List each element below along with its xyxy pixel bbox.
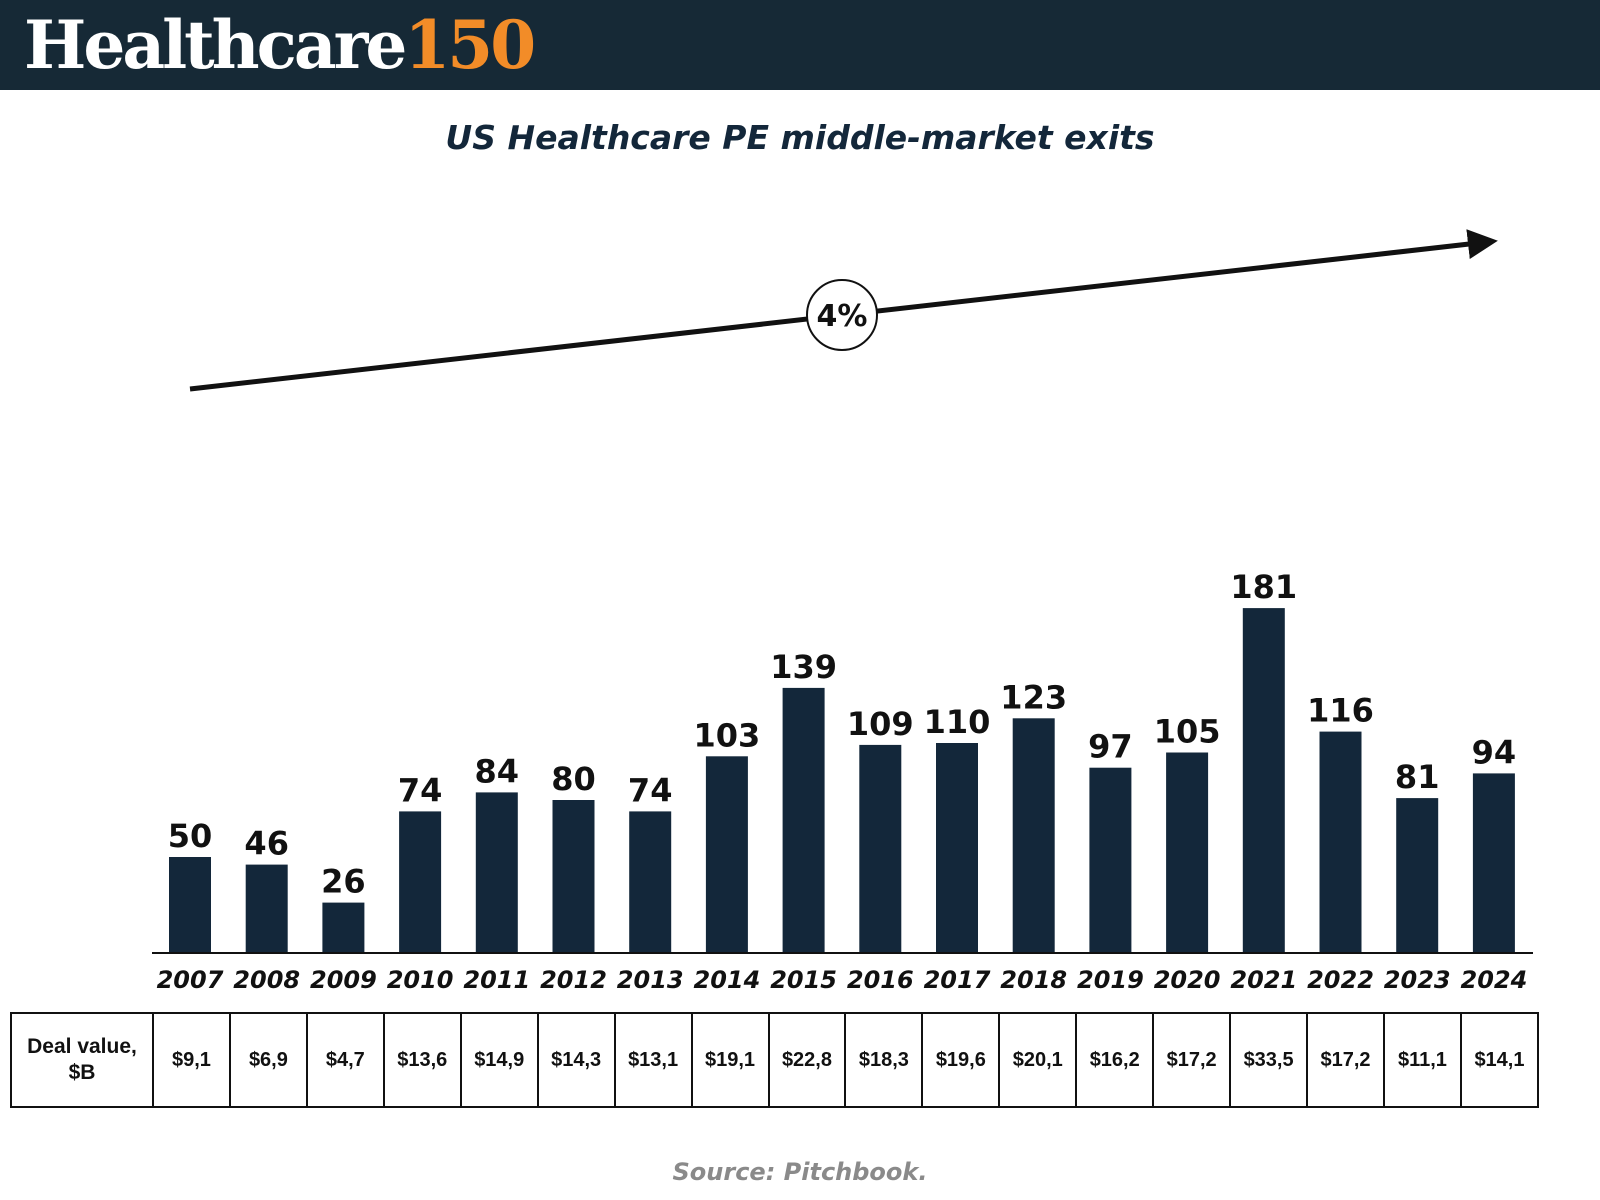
- data-label-2018: 123: [1000, 678, 1067, 716]
- deal-value-row: Deal value, $B $9,1 $6,9 $4,7 $13,6 $14,9 $14…: [10, 1012, 1540, 1108]
- header-bar: Healthcare150: [0, 0, 1600, 90]
- bar-2022: [1319, 731, 1362, 952]
- deal-value-cell-2018: $20,1: [998, 1012, 1078, 1108]
- bar-2010: [399, 811, 442, 952]
- bar-2021: [1242, 608, 1285, 952]
- data-label-2017: 110: [924, 703, 991, 741]
- bar-2016: [859, 744, 902, 952]
- data-label-2013: 74: [628, 771, 673, 809]
- bar-2024: [1472, 773, 1515, 952]
- x-tick-label: 2023: [1384, 966, 1451, 994]
- data-label-2010: 74: [398, 771, 443, 809]
- data-label-2019: 97: [1088, 728, 1133, 766]
- x-tick-label: 2017: [924, 966, 991, 994]
- bar-2007: [169, 857, 211, 952]
- deal-value-cell-2016: $18,3: [844, 1012, 924, 1108]
- deal-value-cell-2008: $6,9: [228, 1012, 308, 1108]
- bar-2009: [322, 902, 365, 952]
- bar-2020: [1166, 752, 1209, 952]
- deal-value-cell-2010: $13,6: [382, 1012, 462, 1108]
- deal-value-table: Deal value, $B $9,1 $6,9 $4,7 $13,6 $14,9 $14…: [10, 1012, 1540, 1108]
- cagr-badge: [806, 279, 878, 351]
- data-label-2012: 80: [551, 760, 596, 798]
- deal-value-cell-2019: $16,2: [1075, 1012, 1155, 1108]
- data-label-2020: 105: [1154, 713, 1221, 751]
- deal-value-cell-2021: $33,5: [1229, 1012, 1309, 1108]
- x-tick-label: 2011: [463, 966, 530, 994]
- bar-2018: [1012, 718, 1055, 952]
- data-label-2011: 84: [475, 752, 520, 790]
- x-tick-label: 2014: [694, 966, 761, 994]
- bar-2019: [1089, 767, 1132, 952]
- data-label-2014: 103: [694, 716, 761, 754]
- x-tick-label: 2010: [387, 966, 454, 994]
- data-label-2021: 181: [1230, 568, 1297, 606]
- deal-value-cell-2022: $17,2: [1306, 1012, 1385, 1108]
- chart-title: US Healthcare PE middle-market exits: [445, 118, 1155, 157]
- deal-value-header: Deal value, $B: [10, 1012, 154, 1108]
- x-tick-label: 2018: [1000, 966, 1067, 994]
- deal-value-cell-2015: $22,8: [767, 1012, 847, 1108]
- deal-value-cell-2020: $17,2: [1152, 1012, 1232, 1108]
- x-tick-label: 2021: [1230, 966, 1297, 994]
- data-label-2009: 26: [321, 863, 366, 901]
- deal-value-cell-2007: $9,1: [152, 1012, 231, 1108]
- brand-name: Healthcare: [24, 6, 407, 84]
- data-label-2024: 94: [1472, 733, 1517, 771]
- x-tick-label: 2024: [1461, 966, 1528, 994]
- bar-2008: [245, 864, 288, 952]
- bar-2011: [475, 792, 518, 952]
- deal-value-cell-2024: $14,1: [1459, 1012, 1540, 1108]
- brand-logo: Healthcare150: [24, 2, 536, 88]
- data-label-2022: 116: [1307, 692, 1374, 730]
- bar-2014: [705, 756, 748, 952]
- bar-2013: [629, 811, 672, 952]
- x-tick-label: 2015: [770, 966, 837, 994]
- data-label-2023: 81: [1395, 758, 1440, 796]
- bar-2017: [936, 743, 978, 952]
- deal-value-cell-2013: $13,1: [613, 1012, 693, 1108]
- x-tick-label: 2020: [1154, 966, 1221, 994]
- x-tick-label: 2016: [847, 966, 914, 994]
- brand-number: 150: [404, 6, 536, 84]
- x-tick-label: 2022: [1307, 966, 1374, 994]
- data-label-2008: 46: [244, 825, 289, 863]
- deal-value-cell-2014: $19,1: [690, 1012, 770, 1108]
- x-tick-label: 2009: [310, 966, 377, 994]
- x-tick-label: 2019: [1077, 966, 1144, 994]
- deal-value-cell-2011: $14,9: [459, 1012, 539, 1108]
- bar-2015: [782, 687, 825, 952]
- bar-2012: [552, 800, 595, 952]
- deal-value-cell-2023: $11,1: [1383, 1012, 1462, 1108]
- x-tick-label: 2008: [233, 966, 300, 994]
- data-label-2016: 109: [847, 705, 914, 743]
- x-tick-label: 2012: [540, 966, 607, 994]
- data-label-2015: 139: [770, 648, 837, 686]
- deal-value-cell-2009: $4,7: [305, 1012, 385, 1108]
- x-tick-label: 2013: [617, 966, 684, 994]
- source-note: Source: Pitchbook.: [672, 1158, 928, 1186]
- deal-value-cell-2012: $14,3: [536, 1012, 616, 1108]
- cagr-label: 4%: [817, 299, 868, 334]
- deal-value-cell-2017: $19,6: [921, 1012, 1001, 1108]
- data-label-2007: 50: [168, 817, 213, 855]
- bar-2023: [1396, 798, 1439, 952]
- x-tick-label: 2007: [157, 966, 224, 994]
